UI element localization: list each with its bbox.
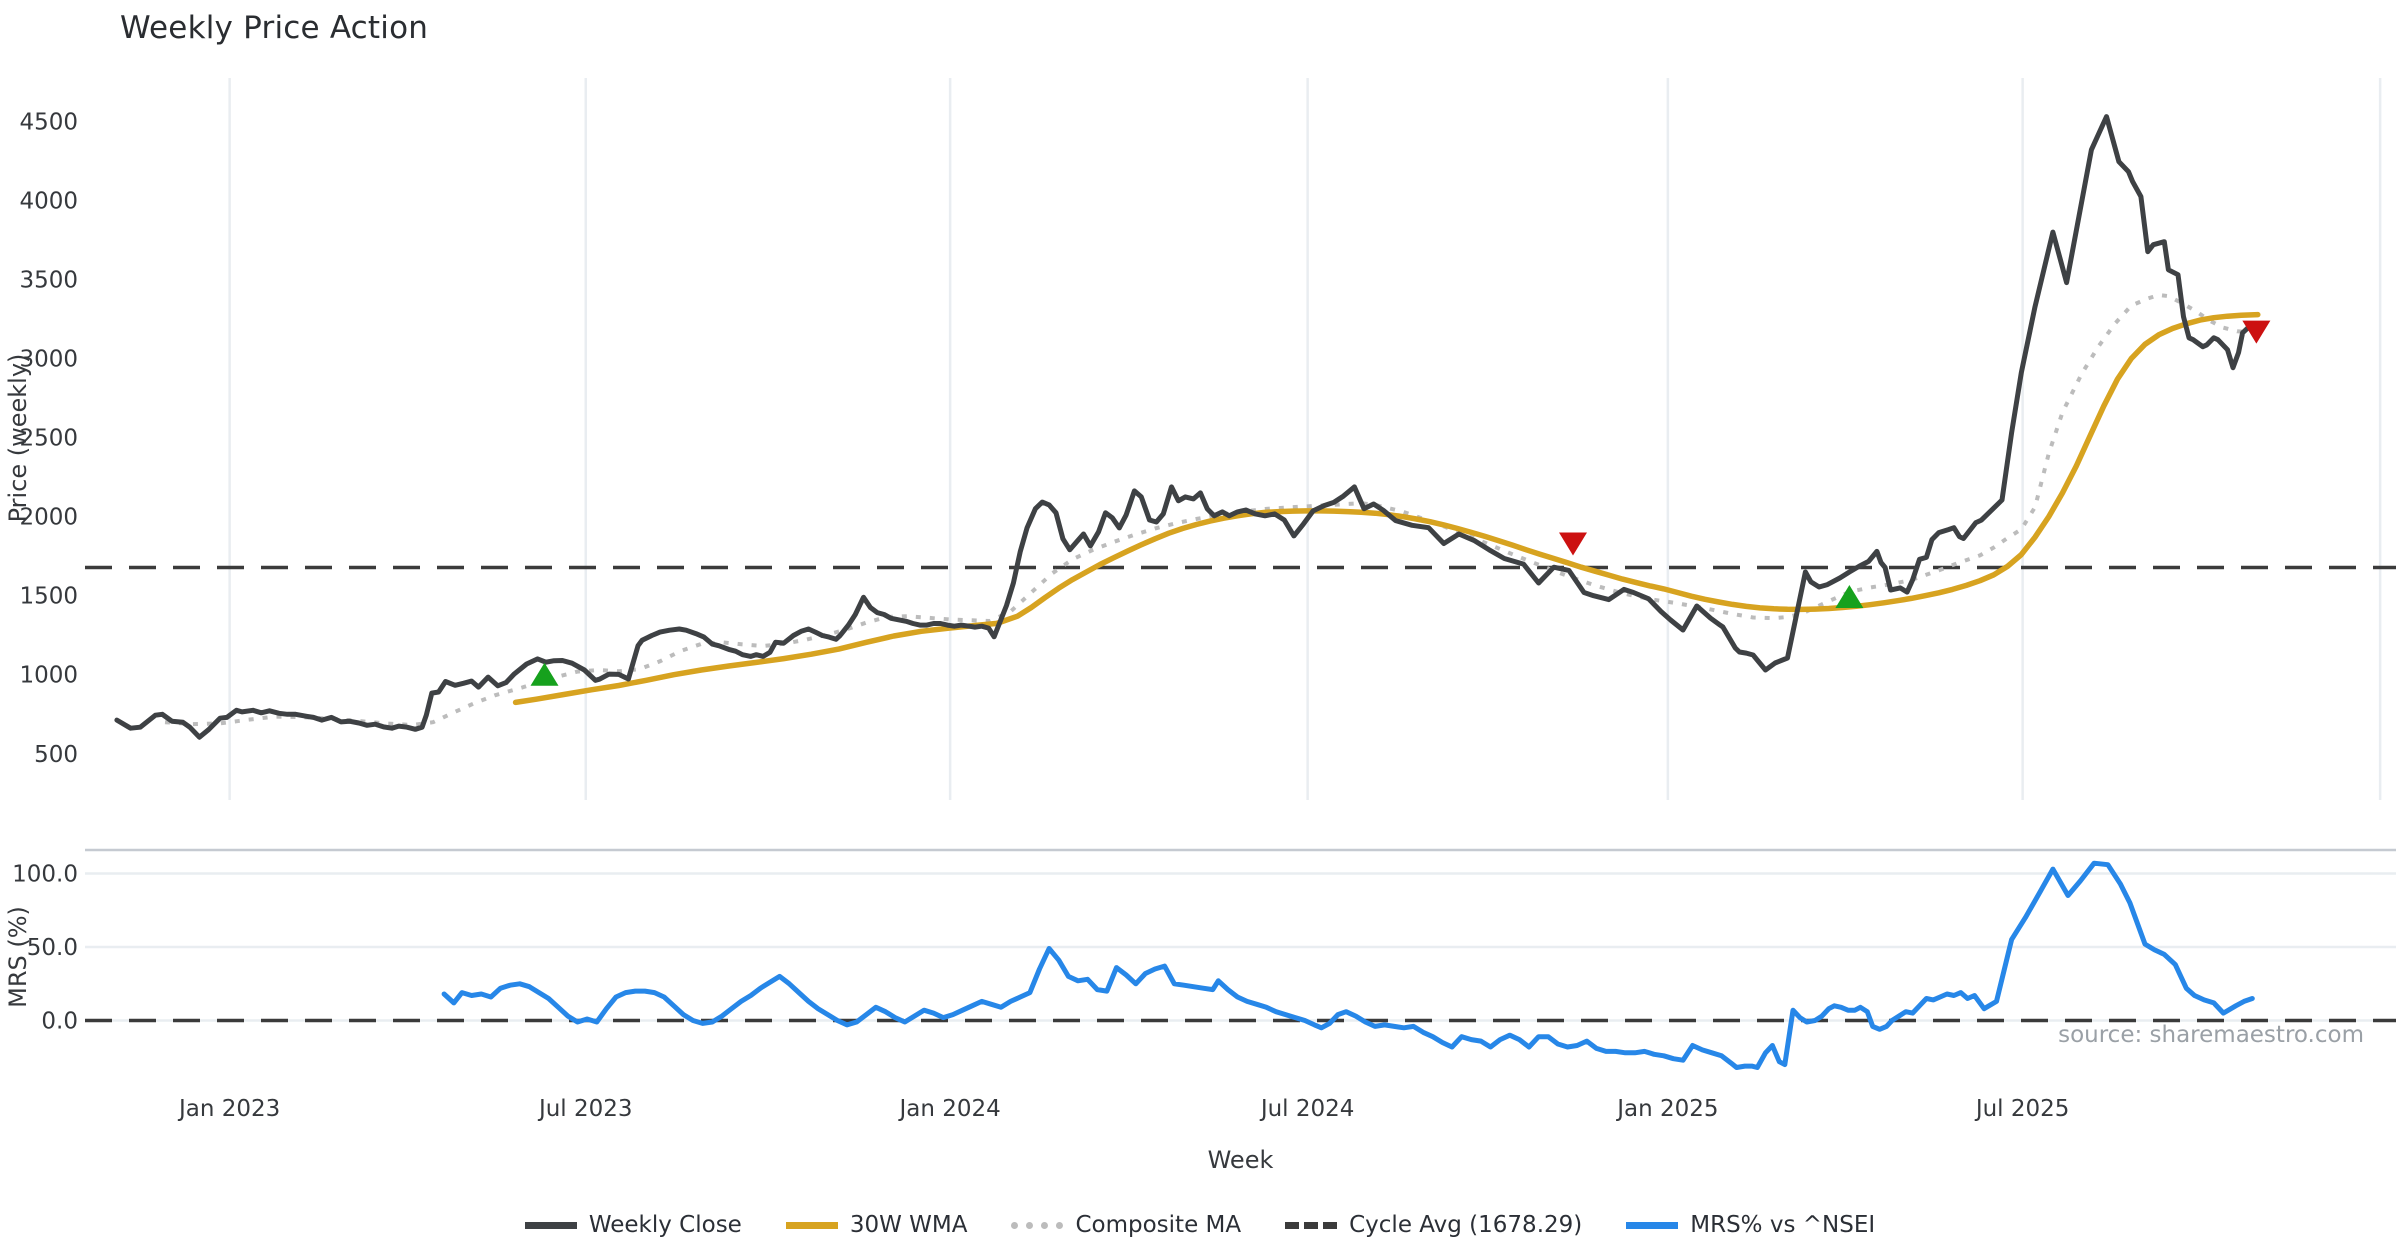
- ytick-mrs-100: 100.0: [12, 862, 78, 888]
- legend-item-4: MRS% vs ^NSEI: [1626, 1212, 1875, 1238]
- legend-item-3: Cycle Avg (1678.29): [1285, 1212, 1582, 1238]
- xtick-3: Jul 2024: [1259, 1096, 1355, 1122]
- legend-swatch-solid-icon: [524, 1221, 577, 1229]
- legend-label: Cycle Avg (1678.29): [1349, 1212, 1583, 1238]
- buy-marker-0: [530, 662, 559, 686]
- mrs-axis-label: MRS (%): [4, 906, 32, 1008]
- ytick-price-4000: 4000: [19, 188, 78, 214]
- xtick-1: Jul 2023: [537, 1096, 633, 1122]
- x-axis-label: Week: [1208, 1146, 1274, 1174]
- xtick-0: Jan 2023: [177, 1096, 280, 1122]
- buy-marker-1: [1835, 584, 1864, 608]
- legend-label: MRS% vs ^NSEI: [1690, 1212, 1876, 1238]
- legend-label: Weekly Close: [588, 1212, 742, 1238]
- xtick-2: Jan 2024: [897, 1096, 1000, 1122]
- ytick-price-2500: 2500: [19, 426, 78, 452]
- legend-swatch-solid-icon: [785, 1221, 838, 1229]
- ytick-price-500: 500: [34, 742, 78, 768]
- legend-swatch-dotted-icon: [1011, 1221, 1064, 1229]
- ytick-price-3500: 3500: [19, 267, 78, 293]
- legend-item-0: Weekly Close: [524, 1212, 742, 1238]
- legend-label: Composite MA: [1075, 1212, 1242, 1238]
- ytick-price-3000: 3000: [19, 347, 78, 373]
- ytick-price-1000: 1000: [19, 663, 78, 689]
- mrs-line: [441, 860, 2255, 1070]
- legend-item-2: Composite MA: [1011, 1212, 1241, 1238]
- composite-ma-line: [164, 293, 2247, 727]
- legend-swatch-dashed-icon: [1285, 1221, 1338, 1229]
- legend: Weekly Close 30W WMA Composite MA Cycle Avg…: [0, 1212, 2400, 1238]
- ytick-price-2000: 2000: [19, 505, 78, 531]
- chart-title: Weekly Price Action: [120, 10, 429, 46]
- xtick-4: Jan 2025: [1615, 1096, 1718, 1122]
- weekly-close-line: [114, 114, 2251, 740]
- ytick-mrs-50: 50.0: [27, 935, 78, 961]
- legend-swatch-solid-icon: [1626, 1221, 1679, 1229]
- legend-item-1: 30W WMA: [785, 1212, 968, 1238]
- legend-label: 30W WMA: [849, 1212, 968, 1238]
- source-credit: source: sharemaestro.com: [2058, 1022, 2364, 1048]
- sell-marker-1: [2242, 320, 2271, 344]
- xtick-5: Jul 2025: [1974, 1096, 2070, 1122]
- sell-marker-0: [1559, 532, 1587, 556]
- ytick-price-4500: 4500: [19, 109, 78, 135]
- price-axis-label: Price (weekly): [4, 354, 32, 523]
- ytick-price-1500: 1500: [19, 584, 78, 610]
- ytick-mrs-0: 0.0: [41, 1009, 78, 1035]
